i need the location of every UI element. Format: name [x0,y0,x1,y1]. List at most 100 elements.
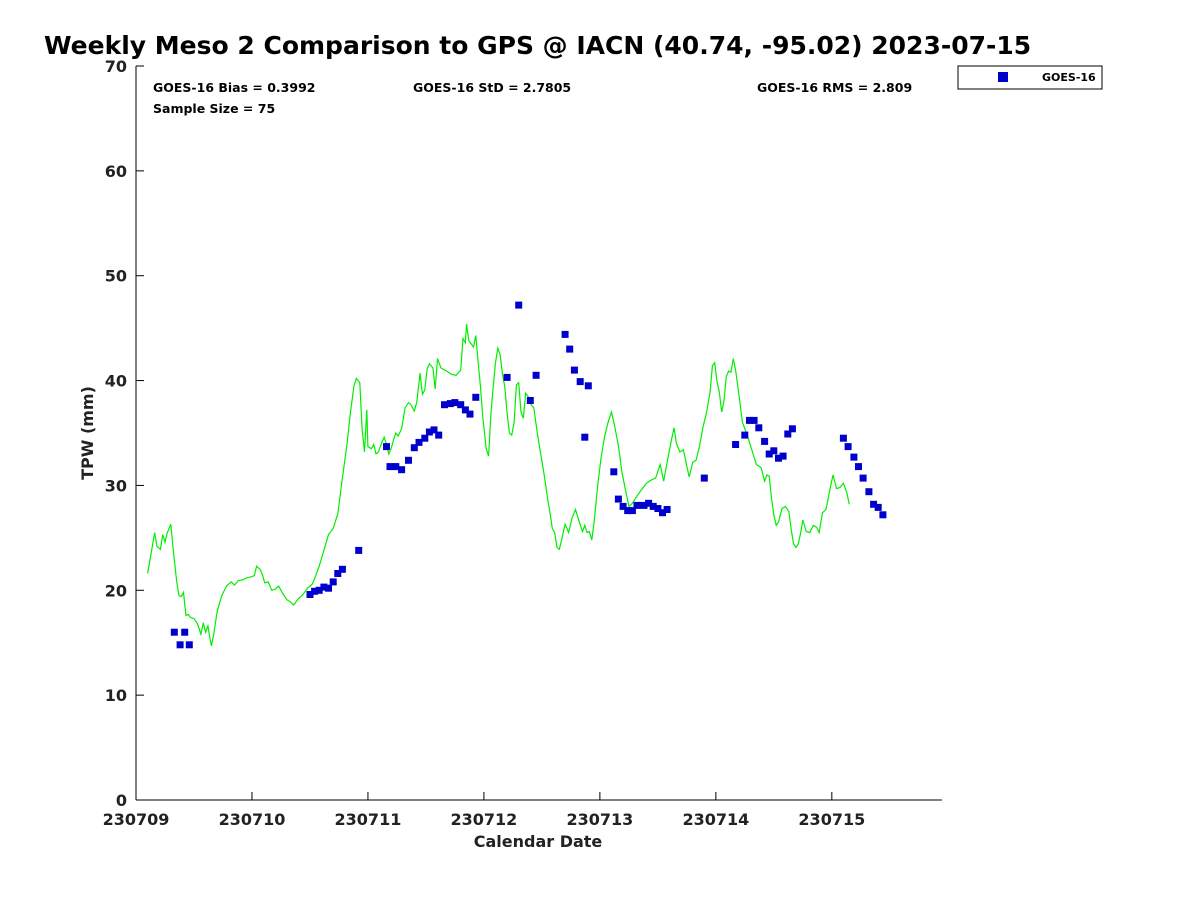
goes16-data-point [755,424,763,432]
goes16-data-point [844,443,852,451]
y-tick-label: 10 [105,686,127,705]
y-ticks: 0 10 20 30 40 50 60 70 [105,57,144,810]
x-tick-label: 230715 [798,810,865,829]
goes16-data-point [576,378,584,386]
goes16-data-point [865,488,873,496]
goes16-data-point [874,503,882,511]
goes16-data-point [784,430,792,438]
goes-series-markers [170,301,887,649]
goes16-data-point [732,441,740,448]
stat-rms: GOES-16 RMS = 2.809 [757,80,912,95]
goes16-data-point [457,401,465,409]
goes16-data-point [640,501,648,509]
goes16-data-point [855,463,862,471]
goes16-data-point [325,584,332,592]
goes16-data-point [386,463,394,471]
goes16-data-point [461,406,469,414]
goes16-data-point [770,447,778,455]
goes16-data-point [741,431,749,439]
goes16-data-point [398,466,406,474]
goes16-data-point [425,428,433,436]
goes16-data-point [581,433,589,441]
goes16-data-point [775,454,782,462]
goes16-data-point [185,641,193,649]
goes16-data-point [654,505,662,512]
x-tick-label: 230712 [451,810,518,829]
x-ticks: 230709 230710 230711 230712 230713 230714 2307… [103,792,865,829]
goes16-data-point [441,401,448,409]
goes16-data-point [315,586,323,594]
goes16-data-point [410,444,418,452]
goes16-data-point [405,456,412,464]
goes16-data-point [435,431,443,439]
y-tick-label: 60 [105,162,127,181]
goes16-data-point [746,416,753,424]
chart-title: Weekly Meso 2 Comparison to GPS @ IACN (… [44,31,1031,60]
goes16-data-point [446,400,454,408]
y-tick-label: 20 [105,581,127,600]
goes16-data-point [329,578,337,586]
goes16-data-point [870,500,878,508]
goes16-data-point [624,507,632,515]
goes16-data-point [700,474,708,482]
goes16-data-point [306,591,314,598]
goes16-data-point [392,463,400,471]
y-tick-label: 50 [105,267,127,286]
goes16-data-point [570,366,578,374]
goes16-data-point [503,373,511,381]
goes16-data-point [421,434,429,442]
goes16-data-point [649,502,657,510]
x-axis-label: Calendar Date [474,832,603,851]
goes16-data-point [879,511,887,519]
goes16-data-point [850,453,858,461]
goes16-data-point [472,393,480,401]
goes16-data-point [311,587,319,595]
goes16-data-point [628,507,636,515]
goes16-data-point [659,509,666,517]
goes16-data-point [532,371,540,379]
x-tick-label: 230713 [566,810,633,829]
goes16-data-point [430,426,438,434]
goes16-data-point [451,399,459,407]
stat-bias: GOES-16 Bias = 0.3992 [153,80,315,95]
y-axis-label: TPW (mm) [78,386,97,480]
plot-area [135,66,942,801]
y-tick-label: 30 [105,476,127,495]
goes16-data-point [645,499,653,507]
y-tick-label: 70 [105,57,127,76]
goes16-data-point [663,506,671,513]
goes16-data-point [619,502,627,510]
goes16-data-point [526,397,534,404]
goes16-data-point [176,641,184,649]
y-tick-label: 0 [116,791,127,810]
goes16-data-point [561,330,569,338]
goes16-data-point [614,495,622,503]
goes16-data-point [415,438,423,446]
goes16-data-point [320,583,328,591]
x-tick-label: 230710 [219,810,286,829]
goes16-data-point [170,628,178,636]
goes16-data-point [750,416,758,424]
goes16-data-point [355,546,363,554]
goes16-data-point [633,501,641,509]
goes16-data-point [610,468,618,476]
goes16-data-point [761,437,769,445]
goes16-data-point [765,450,773,458]
gps-series-line [147,323,850,647]
goes16-data-point [788,425,796,433]
y-tick-label: 40 [105,372,127,391]
goes16-data-point [181,628,189,636]
goes16-data-point [839,434,847,442]
legend-label-goes16: GOES-16 [1042,71,1096,84]
legend-box [957,65,1103,90]
goes16-data-point [466,410,474,418]
stat-sample-size: Sample Size = 75 [153,101,275,116]
goes16-data-point [859,474,867,482]
x-tick-label: 230711 [335,810,402,829]
goes16-data-point [566,345,574,353]
legend: GOES-16 [957,65,1103,90]
goes16-data-point [383,443,390,451]
goes16-data-point [779,452,787,460]
goes16-data-point [515,301,523,309]
goes16-data-point [338,565,346,573]
